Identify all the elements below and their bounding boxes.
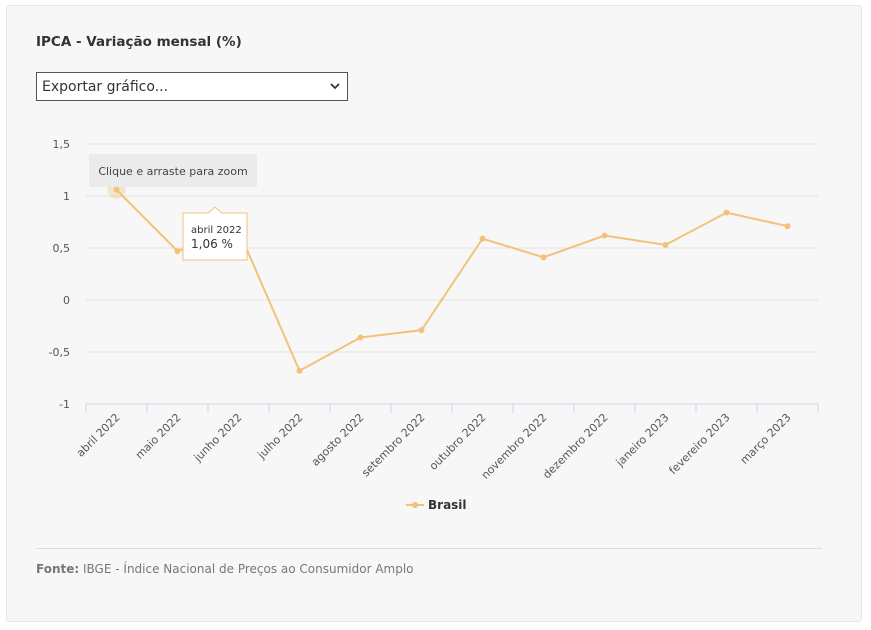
data-point[interactable]: [723, 209, 730, 216]
source-label: Fonte:: [36, 562, 80, 576]
y-tick-label: -1: [59, 398, 70, 411]
source-note: Fonte: IBGE - Índice Nacional de Preços …: [36, 562, 414, 576]
x-tick-label: março 2023: [738, 411, 794, 467]
grid-lines: [86, 143, 818, 353]
y-tick-label: 0,5: [53, 242, 71, 255]
x-axis: abril 2022 maio 2022 junho 2022 julho 2022 a…: [74, 403, 819, 482]
data-point[interactable]: [540, 254, 547, 261]
footer-divider: [36, 548, 822, 549]
zoom-hint: Clique e arraste para zoom: [89, 154, 257, 187]
x-tick-label: julho 2022: [255, 411, 306, 462]
y-tick-label: 1,5: [53, 138, 71, 151]
x-tick-label: fevereiro 2023: [666, 411, 732, 477]
x-tick-label: junho 2022: [191, 411, 245, 465]
tooltip: abril 2022 1,06 %: [182, 206, 248, 261]
x-tick-label: setembro 2022: [359, 411, 427, 479]
legend-label-brasil: Brasil: [428, 498, 467, 512]
data-point[interactable]: [357, 334, 364, 341]
tooltip-value: 1,06 %: [191, 237, 233, 251]
data-point[interactable]: [662, 241, 669, 248]
source-text: IBGE - Índice Nacional de Preços ao Cons…: [83, 562, 414, 576]
x-tick-label: outubro 2022: [427, 411, 489, 473]
chart-title: IPCA - Variação mensal (%): [36, 34, 242, 50]
tooltip-category: abril 2022: [191, 225, 242, 236]
data-point[interactable]: [418, 327, 425, 334]
export-select-value: Exportar gráfico...: [42, 79, 169, 95]
data-point[interactable]: [601, 232, 608, 239]
data-point[interactable]: [174, 248, 181, 255]
x-tick-label: novembro 2022: [479, 411, 550, 482]
data-point[interactable]: [296, 367, 303, 374]
legend[interactable]: Brasil: [406, 498, 467, 512]
y-tick-label: -0,5: [49, 346, 70, 359]
data-point[interactable]: [784, 223, 791, 230]
series-group: [107, 180, 791, 374]
x-tick-label: agosto 2022: [309, 411, 367, 469]
data-point[interactable]: [479, 235, 486, 242]
x-tick-label: dezembro 2022: [540, 411, 610, 481]
chart-card: [6, 5, 862, 622]
y-tick-label: 1: [63, 190, 70, 203]
y-axis-ticks: 1,5 1 0,5 0 -0,5 -1: [49, 138, 70, 411]
zoom-hint-text: Clique e arraste para zoom: [98, 165, 247, 178]
x-tick-label: janeiro 2023: [613, 411, 672, 470]
x-tick-label: abril 2022: [74, 411, 123, 460]
x-tick-label: maio 2022: [133, 411, 184, 462]
data-point[interactable]: [113, 186, 120, 193]
y-tick-label: 0: [63, 294, 70, 307]
chevron-down-icon: [330, 83, 340, 90]
export-chart-select[interactable]: Exportar gráfico...: [36, 72, 348, 101]
